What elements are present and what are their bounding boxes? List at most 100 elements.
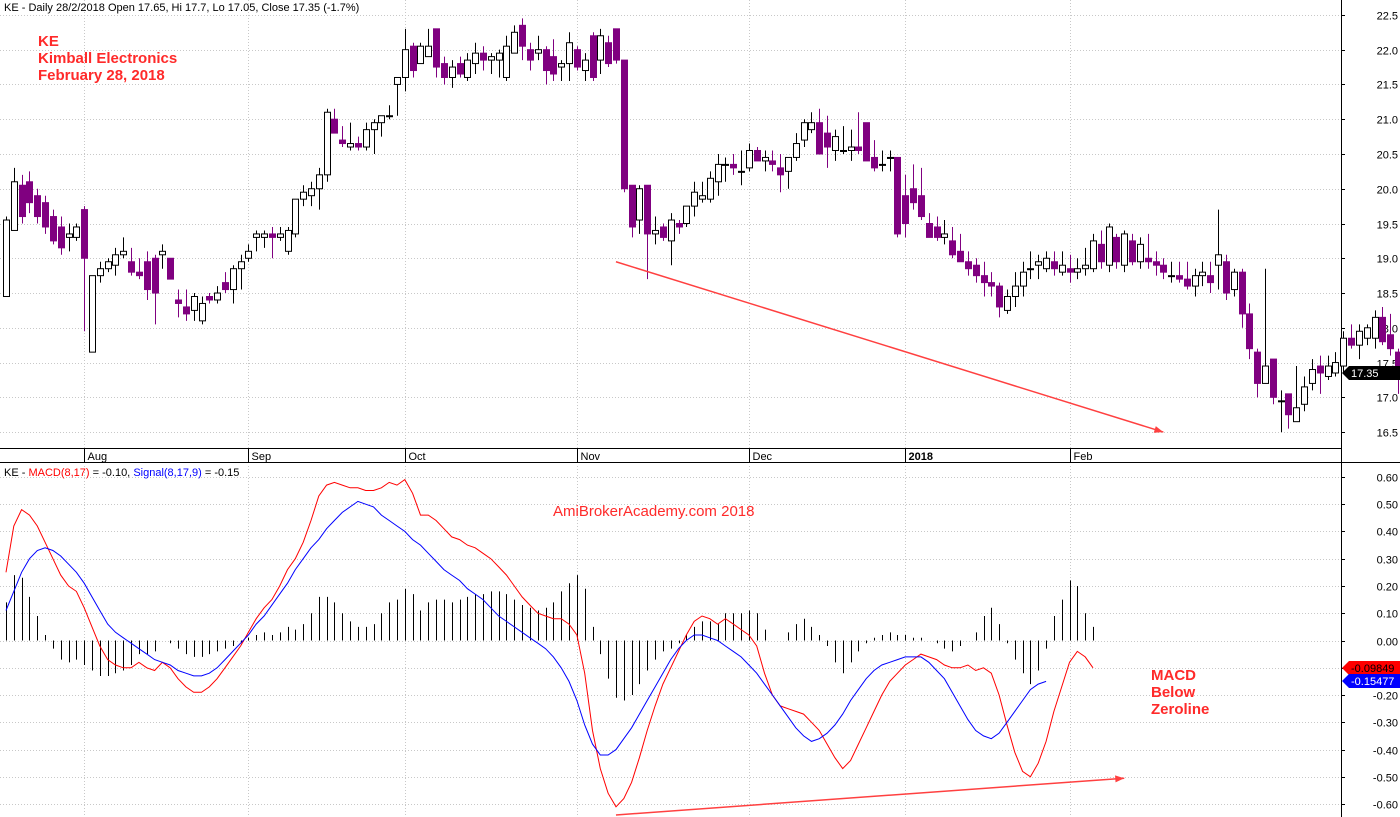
candle-body — [1129, 240, 1136, 263]
candle-body — [894, 156, 901, 235]
candle — [769, 150, 776, 172]
candle-body — [206, 296, 213, 301]
price-header: KE - Daily 28/2/2018 Open 17.65, Hi 17.7… — [4, 2, 359, 14]
candle — [527, 42, 534, 71]
candle — [1090, 233, 1097, 273]
candle-body — [1137, 243, 1144, 263]
candle — [1098, 230, 1105, 269]
macd-lines — [5, 478, 1094, 808]
candle-body — [1090, 240, 1097, 270]
candle-body — [715, 163, 722, 183]
candle — [425, 28, 432, 58]
candle — [973, 258, 980, 283]
candle — [754, 147, 761, 162]
candle — [949, 226, 956, 259]
candle — [1160, 258, 1167, 280]
candle-body — [550, 56, 557, 75]
candle — [785, 156, 792, 189]
trendlines — [615, 261, 1164, 816]
candle-body — [3, 219, 10, 298]
candle — [1137, 237, 1144, 269]
candle-body — [652, 229, 659, 235]
candle-body — [128, 261, 135, 273]
candle-body — [754, 149, 761, 162]
candle — [816, 108, 823, 155]
candle — [621, 59, 628, 193]
candle-body — [167, 257, 174, 280]
candle — [1293, 366, 1300, 423]
candle-body — [277, 233, 284, 238]
candle — [1215, 209, 1222, 290]
macd-y-tick-label: 0.50 — [1377, 500, 1398, 512]
candle-body — [793, 143, 800, 158]
candle-body — [73, 226, 80, 238]
candle-body — [527, 49, 534, 61]
candle-body — [926, 223, 933, 238]
macd-header: KE - MACD(8,17) = -0.10, Signal(8,17,9) … — [4, 467, 239, 479]
candle-body — [887, 156, 894, 159]
candle — [81, 206, 88, 332]
macd-y-tick-label: 0.30 — [1377, 555, 1398, 567]
candle-body — [81, 209, 88, 259]
candle — [1207, 261, 1214, 294]
candle-body — [621, 59, 628, 190]
candle-body — [1285, 393, 1292, 416]
candle-body — [1176, 275, 1183, 280]
candle — [105, 258, 112, 273]
candle-body — [394, 76, 401, 85]
candle-body — [1387, 334, 1394, 350]
candle-body — [1074, 268, 1081, 273]
candle-body — [566, 42, 573, 65]
candle — [120, 237, 127, 259]
candle-body — [50, 216, 57, 242]
candle-body — [363, 129, 370, 148]
candle-body — [308, 188, 315, 197]
candle — [543, 46, 550, 85]
candle — [934, 216, 941, 241]
candle — [1059, 251, 1066, 276]
candle — [128, 247, 135, 276]
candle — [410, 42, 417, 78]
candle-body — [1332, 362, 1339, 374]
candle-body — [699, 195, 706, 200]
candle — [42, 195, 49, 234]
candle — [285, 226, 292, 255]
candle-body — [230, 268, 237, 291]
month-tick-label: Feb — [1074, 451, 1093, 463]
candle-body — [503, 45, 510, 78]
price-downtrend-line — [615, 261, 1164, 433]
candle — [371, 119, 378, 154]
candle — [433, 28, 440, 78]
candle — [879, 150, 886, 172]
candle-body — [433, 28, 440, 68]
month-tick-label: Sep — [252, 451, 272, 463]
candle-body — [464, 59, 471, 78]
candle — [11, 167, 18, 231]
candle-body — [300, 191, 307, 200]
candle-body — [105, 261, 112, 270]
candle — [1239, 268, 1246, 328]
candle — [136, 258, 143, 280]
candle-body — [1301, 386, 1308, 405]
macd-note-line2: Below — [1151, 684, 1196, 701]
candle-body — [1153, 261, 1160, 266]
candle-body — [1027, 268, 1034, 271]
candle — [590, 32, 597, 81]
macd-last-tag-bg — [1342, 661, 1400, 675]
candle — [1027, 251, 1034, 280]
candle — [347, 122, 354, 151]
candle-body — [58, 226, 65, 249]
candle-body — [97, 268, 104, 277]
candle-body — [605, 42, 612, 65]
macd-divergence-line-arrowhead — [1115, 775, 1125, 783]
candle-body — [1192, 275, 1199, 287]
last-value-tags: 17.35 -0.09849-0.15477 — [1342, 366, 1400, 688]
candle-body — [816, 122, 823, 155]
candle-body — [801, 122, 808, 141]
macd-y-tick-label: 0.10 — [1377, 609, 1398, 621]
candle-body — [347, 143, 354, 148]
candle-body — [676, 223, 683, 228]
price-y-tick-label: 19.5 — [1377, 220, 1398, 232]
candle-body — [324, 111, 331, 176]
candle-body — [1020, 271, 1027, 287]
